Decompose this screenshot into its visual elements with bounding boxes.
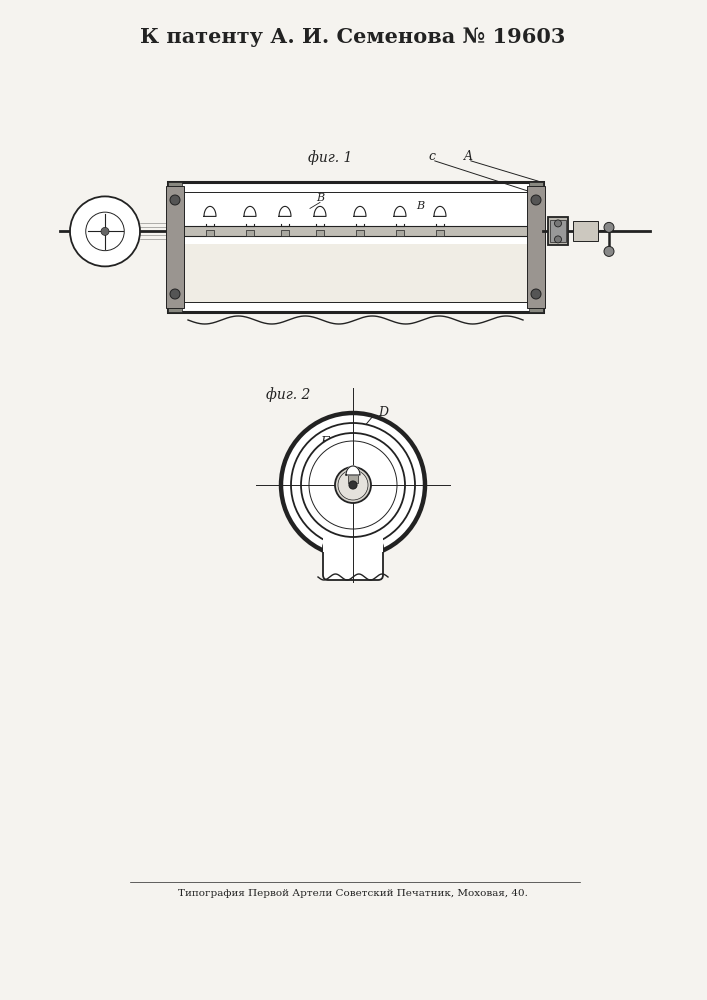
Bar	[206, 230, 214, 236]
Bar	[356, 230, 364, 236]
Polygon shape	[204, 206, 216, 224]
Text: F: F	[321, 436, 329, 450]
Circle shape	[170, 289, 180, 299]
Polygon shape	[394, 206, 406, 224]
Bar	[178, 192, 533, 302]
Bar	[281, 230, 289, 236]
Bar	[323, 532, 383, 552]
Polygon shape	[346, 466, 360, 475]
Polygon shape	[314, 206, 326, 224]
Circle shape	[531, 195, 541, 205]
Circle shape	[554, 220, 561, 227]
Bar	[436, 230, 444, 236]
Polygon shape	[434, 206, 446, 224]
Bar	[550, 220, 566, 242]
Circle shape	[335, 467, 371, 503]
Circle shape	[338, 470, 368, 500]
Text: фиг. 2: фиг. 2	[266, 388, 310, 402]
FancyBboxPatch shape	[323, 542, 383, 580]
Bar	[168, 182, 182, 196]
Polygon shape	[279, 206, 291, 224]
Text: фиг. 1: фиг. 1	[308, 151, 352, 165]
Circle shape	[281, 413, 425, 557]
Circle shape	[309, 441, 397, 529]
Circle shape	[301, 433, 405, 537]
Text: К патенту А. И. Семенова № 19603: К патенту А. И. Семенова № 19603	[140, 27, 566, 47]
Text: B: B	[416, 201, 424, 211]
Bar	[527, 186, 545, 308]
Polygon shape	[354, 206, 366, 224]
Text: B: B	[316, 193, 324, 203]
Bar	[348, 475, 358, 483]
Bar	[178, 226, 533, 236]
Circle shape	[70, 196, 140, 266]
Circle shape	[554, 236, 561, 243]
Bar	[178, 244, 533, 302]
Bar	[168, 182, 543, 312]
Circle shape	[531, 289, 541, 299]
Bar	[246, 230, 254, 236]
Text: D: D	[378, 406, 388, 420]
Bar	[168, 298, 182, 312]
Circle shape	[170, 195, 180, 205]
Bar	[548, 217, 568, 245]
Bar	[529, 182, 543, 196]
Text: c: c	[428, 150, 436, 163]
Bar	[316, 230, 324, 236]
Circle shape	[101, 227, 109, 235]
Text: A: A	[464, 150, 472, 163]
Circle shape	[291, 423, 415, 547]
Text: Типография Первой Артели Советский Печатник, Моховая, 40.: Типография Первой Артели Советский Печат…	[178, 890, 528, 898]
Bar	[573, 221, 598, 241]
Circle shape	[604, 222, 614, 232]
Polygon shape	[244, 206, 256, 224]
Text: B: B	[364, 487, 373, 499]
Bar	[529, 298, 543, 312]
Bar	[166, 186, 184, 308]
Circle shape	[349, 481, 357, 489]
Circle shape	[604, 246, 614, 256]
Text: E: E	[366, 462, 375, 476]
Bar	[396, 230, 404, 236]
